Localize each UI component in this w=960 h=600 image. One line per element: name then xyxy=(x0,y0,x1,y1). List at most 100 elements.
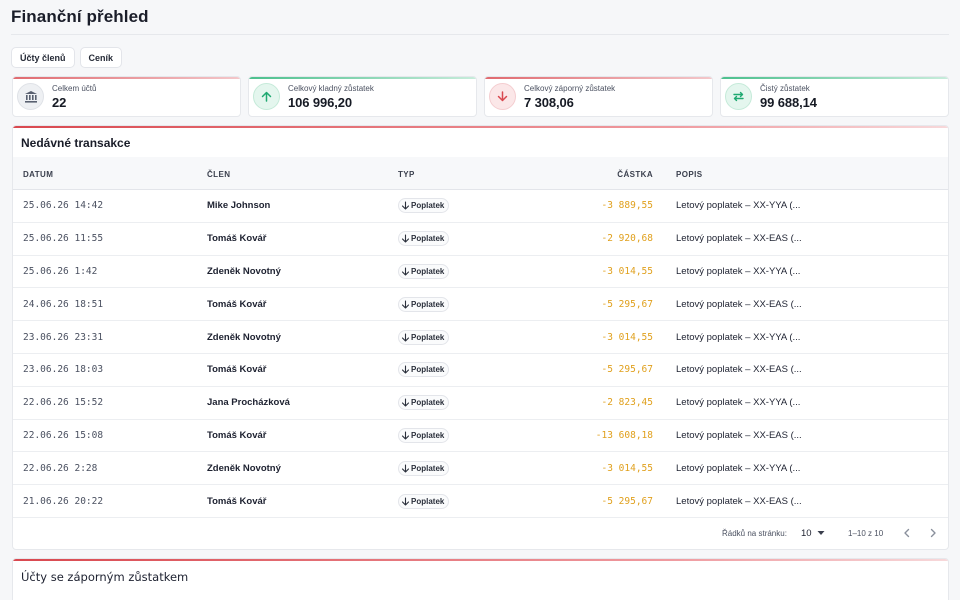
transaction-type: Poplatek xyxy=(398,321,450,353)
transaction-date: 25.06.26 14:42 xyxy=(23,200,104,212)
table-row[interactable]: 22.06.26 2:28 Zdeněk Novotný Poplatek -3 01… xyxy=(13,452,948,486)
transaction-amount: -3 014,55 xyxy=(601,462,653,474)
arrow-down-icon xyxy=(401,497,410,506)
transaction-description: Letový poplatek – XX-YYA (... xyxy=(676,200,801,212)
type-badge: Poplatek xyxy=(398,493,450,509)
type-badge-label: Poplatek xyxy=(411,430,445,440)
column-header-description[interactable]: POPIS xyxy=(676,170,703,179)
type-badge-label: Poplatek xyxy=(411,234,445,244)
arrow-down-icon xyxy=(401,300,410,309)
arrow-up-icon xyxy=(253,83,280,110)
rows-per-page-value: 10 xyxy=(801,527,812,539)
arrow-down-icon xyxy=(401,201,410,210)
table-row[interactable]: 22.06.26 15:08 Tomáš Kovář Poplatek -13 608… xyxy=(13,420,948,453)
transaction-type: Poplatek xyxy=(398,190,450,222)
tab-pricing[interactable]: Ceník xyxy=(79,47,123,68)
kpi-value: 22 xyxy=(52,94,67,110)
transaction-date: 22.06.26 2:28 xyxy=(23,462,98,474)
arrow-down-icon xyxy=(401,464,410,473)
transaction-member: Tomáš Kovář xyxy=(207,495,267,507)
kpi-label: Čistý zůstatek xyxy=(760,83,810,93)
column-header-date[interactable]: DATUM xyxy=(23,170,54,179)
transaction-date: 24.06.26 18:51 xyxy=(23,298,104,310)
transaction-member: Mike Johnson xyxy=(207,200,271,212)
arrow-down-icon xyxy=(401,267,410,276)
transaction-description: Letový poplatek – XX-EAS (... xyxy=(676,298,802,310)
transaction-type: Poplatek xyxy=(398,452,450,484)
rows-per-page-select[interactable]: 10 xyxy=(801,517,825,549)
transaction-amount: -3 014,55 xyxy=(601,265,653,277)
transaction-amount: -13 608,18 xyxy=(595,429,653,441)
caret-down-icon xyxy=(817,531,825,535)
transaction-member: Jana Procházková xyxy=(207,397,290,409)
table-row[interactable]: 22.06.26 15:52 Jana Procházková Poplatek -2… xyxy=(13,387,948,420)
transaction-amount: -5 295,67 xyxy=(601,495,653,507)
next-page-button[interactable] xyxy=(928,517,938,549)
transaction-amount: -5 295,67 xyxy=(601,364,653,376)
type-badge: Poplatek xyxy=(398,427,450,443)
kpi-total-accounts: Celkem účtů 22 xyxy=(12,76,241,117)
transaction-type: Poplatek xyxy=(398,387,450,419)
type-badge-label: Poplatek xyxy=(411,201,445,211)
table-row[interactable]: 24.06.26 18:51 Tomáš Kovář Poplatek -5 295,… xyxy=(13,288,948,322)
negative-balance-accounts-card: Účty se záporným zůstatkem xyxy=(12,558,949,600)
table-row[interactable]: 21.06.26 20:22 Tomáš Kovář Poplatek -5 295,… xyxy=(13,485,948,518)
type-badge: Poplatek xyxy=(398,198,450,214)
arrow-down-icon xyxy=(401,333,410,342)
arrow-down-icon xyxy=(401,365,410,374)
column-header-amount[interactable]: ČÁSTKA xyxy=(617,170,653,179)
rows-per-page-label: Řádků na stránku: xyxy=(722,528,787,538)
recent-transactions-card: Nedávné transakce DATUM ČLEN TYP ČÁSTKA … xyxy=(12,125,949,550)
kpi-label: Celkový záporný zůstatek xyxy=(524,83,616,93)
previous-page-button[interactable] xyxy=(902,517,912,549)
page-range: 1–10 z 10 xyxy=(848,528,884,538)
kpi-net-balance: Čistý zůstatek 99 688,14 xyxy=(720,76,949,117)
transaction-amount: -3 014,55 xyxy=(601,331,653,343)
tab-member-accounts[interactable]: Účty členů xyxy=(11,47,75,68)
kpi-label: Celkový kladný zůstatek xyxy=(288,83,374,93)
table-row[interactable]: 25.06.26 14:42 Mike Johnson Poplatek -3 889… xyxy=(13,190,948,223)
chevron-right-icon xyxy=(930,528,936,538)
pagination: Řádků na stránku: 10 1–10 z 10 xyxy=(13,517,948,549)
arrow-down-icon xyxy=(401,431,410,440)
transaction-date: 22.06.26 15:08 xyxy=(23,429,104,441)
kpi-value: 7 308,06 xyxy=(524,94,574,110)
transaction-type: Poplatek xyxy=(398,288,450,320)
transaction-amount: -2 823,45 xyxy=(601,397,653,409)
table-row[interactable]: 23.06.26 18:03 Tomáš Kovář Poplatek -5 295,… xyxy=(13,354,948,387)
transaction-amount: -5 295,67 xyxy=(601,298,653,310)
column-header-type[interactable]: TYP xyxy=(398,170,415,179)
type-badge-label: Poplatek xyxy=(411,332,445,342)
transaction-description: Letový poplatek – XX-EAS (... xyxy=(676,233,802,245)
transaction-description: Letový poplatek – XX-YYA (... xyxy=(676,331,801,343)
transaction-type: Poplatek xyxy=(398,485,450,517)
kpi-label: Celkem účtů xyxy=(52,83,97,93)
kpi-row: Celkem účtů 22 Celkový kladný zůstatek 1… xyxy=(12,76,949,117)
kpi-value: 106 996,20 xyxy=(288,94,353,110)
column-header-member[interactable]: ČLEN xyxy=(207,170,231,179)
section-title: Účty se záporným zůstatkem xyxy=(21,570,189,584)
type-badge: Poplatek xyxy=(398,460,450,476)
transaction-member: Tomáš Kovář xyxy=(207,298,267,310)
transaction-date: 25.06.26 1:42 xyxy=(23,265,98,277)
swap-icon xyxy=(725,83,752,110)
transaction-type: Poplatek xyxy=(398,354,450,386)
transaction-type: Poplatek xyxy=(398,256,450,288)
kpi-value: 99 688,14 xyxy=(760,94,817,110)
transaction-type: Poplatek xyxy=(398,420,450,452)
transaction-date: 21.06.26 20:22 xyxy=(23,495,104,507)
title-divider xyxy=(11,34,949,35)
transaction-member: Zdeněk Novotný xyxy=(207,331,281,343)
type-badge: Poplatek xyxy=(398,263,450,279)
type-badge: Poplatek xyxy=(398,329,450,345)
transaction-description: Letový poplatek – XX-EAS (... xyxy=(676,429,802,441)
bank-icon xyxy=(17,83,44,110)
arrow-down-icon xyxy=(401,398,410,407)
type-badge-label: Poplatek xyxy=(411,365,445,375)
type-badge: Poplatek xyxy=(398,395,450,411)
transaction-description: Letový poplatek – XX-EAS (... xyxy=(676,495,802,507)
transaction-description: Letový poplatek – XX-YYA (... xyxy=(676,397,801,409)
table-row[interactable]: 23.06.26 23:31 Zdeněk Novotný Poplatek -3 0… xyxy=(13,321,948,354)
table-row[interactable]: 25.06.26 11:55 Tomáš Kovář Poplatek -2 920,… xyxy=(13,223,948,256)
table-row[interactable]: 25.06.26 1:42 Zdeněk Novotný Poplatek -3 01… xyxy=(13,256,948,289)
